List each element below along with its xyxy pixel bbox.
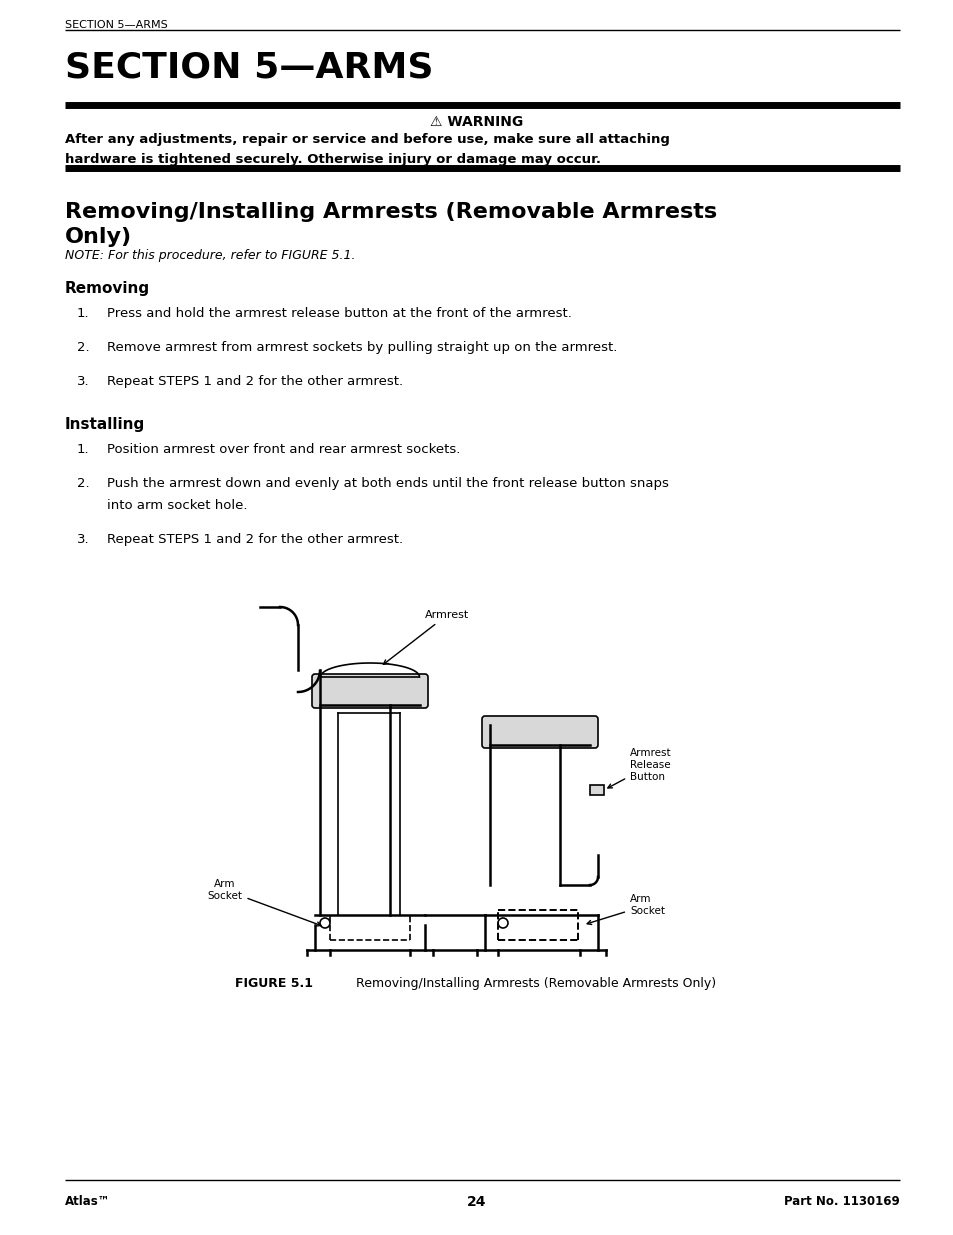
Text: Position armrest over front and rear armrest sockets.: Position armrest over front and rear arm… xyxy=(107,443,460,456)
Text: 1.: 1. xyxy=(77,308,90,320)
Bar xyxy=(589,785,603,795)
Text: 3.: 3. xyxy=(77,534,90,546)
Text: 2.: 2. xyxy=(77,341,90,354)
Text: FIGURE 5.1: FIGURE 5.1 xyxy=(234,977,313,990)
Text: Only): Only) xyxy=(65,227,132,247)
Text: hardware is tightened securely. Otherwise injury or damage may occur.: hardware is tightened securely. Otherwis… xyxy=(65,153,600,165)
Text: 24: 24 xyxy=(467,1195,486,1209)
Text: Removing/Installing Armrests (Removable Armrests: Removing/Installing Armrests (Removable … xyxy=(65,203,717,222)
Text: NOTE: For this procedure, refer to FIGURE 5.1.: NOTE: For this procedure, refer to FIGUR… xyxy=(65,249,355,262)
Text: Removing: Removing xyxy=(65,282,150,296)
Text: 1.: 1. xyxy=(77,443,90,456)
Text: Press and hold the armrest release button at the front of the armrest.: Press and hold the armrest release butto… xyxy=(107,308,571,320)
Text: Repeat STEPS 1 and 2 for the other armrest.: Repeat STEPS 1 and 2 for the other armre… xyxy=(107,534,403,546)
Text: Removing/Installing Armrests (Removable Armrests Only): Removing/Installing Armrests (Removable … xyxy=(339,977,716,990)
Text: Armrest
Release
Button: Armrest Release Button xyxy=(607,748,671,788)
Text: Part No. 1130169: Part No. 1130169 xyxy=(783,1195,899,1208)
Text: Atlas™: Atlas™ xyxy=(65,1195,111,1208)
Text: Remove armrest from armrest sockets by pulling straight up on the armrest.: Remove armrest from armrest sockets by p… xyxy=(107,341,617,354)
Text: SECTION 5—ARMS: SECTION 5—ARMS xyxy=(65,20,168,30)
Text: into arm socket hole.: into arm socket hole. xyxy=(107,499,247,513)
Text: Arm
Socket: Arm Socket xyxy=(586,894,664,925)
Text: Repeat STEPS 1 and 2 for the other armrest.: Repeat STEPS 1 and 2 for the other armre… xyxy=(107,375,403,388)
Text: 3.: 3. xyxy=(77,375,90,388)
Text: SECTION 5—ARMS: SECTION 5—ARMS xyxy=(65,49,433,84)
Text: Arm
Socket: Arm Socket xyxy=(208,879,320,926)
Text: Installing: Installing xyxy=(65,417,145,432)
Text: Push the armrest down and evenly at both ends until the front release button sna: Push the armrest down and evenly at both… xyxy=(107,477,668,490)
FancyBboxPatch shape xyxy=(312,674,428,708)
Text: Armrest: Armrest xyxy=(383,610,469,664)
Text: After any adjustments, repair or service and before use, make sure all attaching: After any adjustments, repair or service… xyxy=(65,133,669,146)
FancyBboxPatch shape xyxy=(481,716,598,748)
Text: ⚠ WARNING: ⚠ WARNING xyxy=(430,115,523,128)
Text: 2.: 2. xyxy=(77,477,90,490)
